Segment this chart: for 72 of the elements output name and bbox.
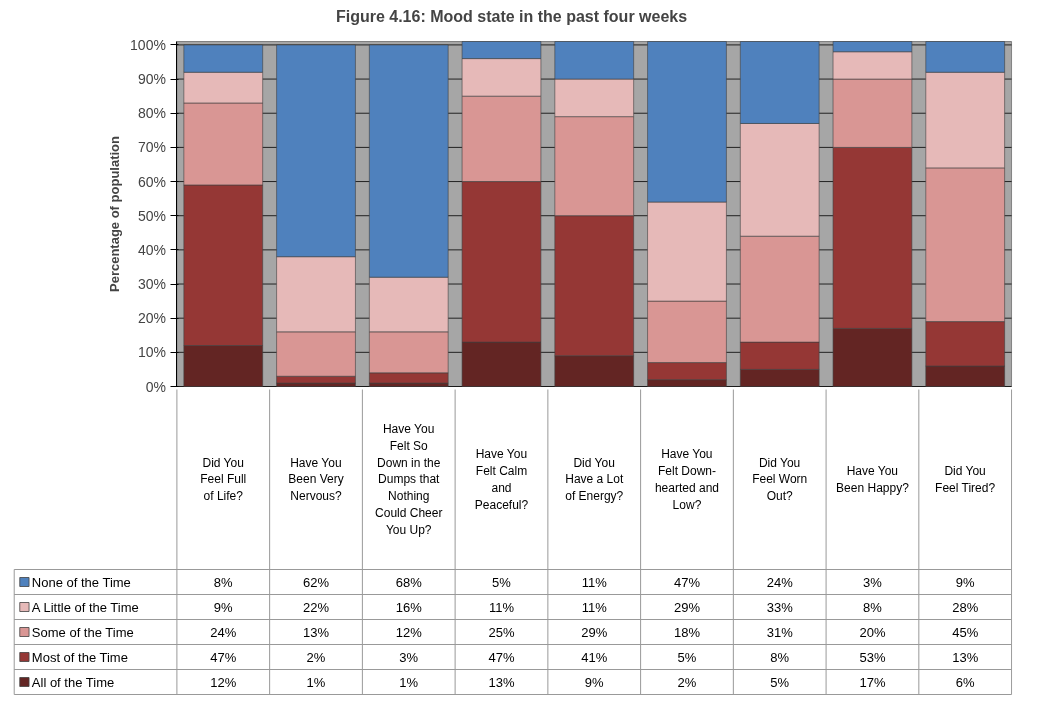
legend-label: All of the Time	[31, 674, 115, 690]
data-label: 53%	[859, 649, 886, 665]
data-label: 8%	[770, 649, 790, 665]
x-tick-label: Have You Felt So Down in the Dumps that Nothing Could Cheer You Up?	[375, 422, 443, 537]
data-label: 47%	[673, 574, 701, 590]
y-tick-label: 60%	[137, 173, 166, 190]
data-label: 31%	[766, 624, 794, 640]
data-label: 9%	[584, 674, 605, 690]
data-label: 11%	[581, 574, 608, 590]
data-label: 9%	[213, 599, 234, 615]
y-axis-title: Percentage of population	[106, 135, 122, 293]
y-tick-label: 50%	[137, 207, 166, 224]
data-label: 24%	[210, 624, 237, 640]
data-label: 33%	[766, 599, 794, 615]
data-label: 2%	[306, 649, 326, 665]
data-label: 28%	[952, 599, 979, 615]
y-tick-label: 40%	[137, 241, 166, 258]
data-label: 11%	[581, 599, 608, 615]
data-label: 13%	[952, 649, 979, 665]
y-tick-label: 10%	[137, 344, 166, 361]
y-tick-label: 80%	[137, 105, 166, 122]
y-tick-label: 30%	[137, 276, 166, 293]
data-label: 2%	[677, 674, 697, 690]
data-label: 18%	[673, 624, 701, 640]
y-tick-label: 20%	[137, 310, 166, 327]
data-label: 11%	[488, 599, 515, 615]
data-label: 13%	[303, 624, 330, 640]
data-label: 24%	[766, 574, 794, 590]
x-tick-label: Did You Feel Full of Life?	[200, 455, 247, 504]
data-label: 16%	[395, 599, 423, 615]
x-tick-label: Did You Feel Tired?	[935, 464, 996, 495]
data-label: 25%	[488, 624, 515, 640]
data-label: 62%	[303, 574, 330, 590]
data-label: 29%	[581, 624, 608, 640]
legend-label: Some of the Time	[31, 624, 134, 640]
x-tick-label: Have You Felt Calm and Peaceful?	[474, 447, 529, 512]
data-label: 20%	[859, 624, 886, 640]
data-label: 5%	[492, 574, 512, 590]
data-label: 45%	[952, 624, 979, 640]
legend-label: A Little of the Time	[31, 599, 139, 615]
data-label: 13%	[488, 674, 515, 690]
data-label: 12%	[210, 674, 237, 690]
data-label: 41%	[581, 649, 608, 665]
data-label: 68%	[395, 574, 423, 590]
x-tick-label: Have You Been Very Nervous?	[288, 455, 344, 504]
y-tick-label: 0%	[145, 378, 166, 395]
x-tick-label: Did You Have a Lot of Energy?	[565, 455, 624, 504]
x-tick-label: Have You Been Happy?	[836, 464, 910, 495]
y-tick-label: 70%	[137, 139, 166, 156]
data-label: 1%	[399, 674, 419, 690]
data-label: 1%	[306, 674, 326, 690]
data-label: 12%	[395, 624, 423, 640]
data-label: 8%	[863, 599, 883, 615]
x-tick-label: Did You Feel Worn Out?	[752, 455, 808, 504]
data-label: 5%	[770, 674, 790, 690]
data-label: 8%	[213, 574, 234, 590]
data-label: 6%	[955, 674, 976, 690]
x-tick-label: Have You Felt Down-hearted and Low?	[654, 447, 720, 512]
data-label: 29%	[673, 599, 701, 615]
data-label: 3%	[863, 574, 883, 590]
y-tick-label: 90%	[137, 71, 166, 88]
data-label: 17%	[859, 674, 886, 690]
legend-label: Most of the Time	[31, 649, 128, 665]
chart-title: Figure 4.16: Mood state in the past four weeks	[335, 7, 688, 25]
data-label: 9%	[955, 574, 976, 590]
data-label: 5%	[677, 649, 697, 665]
data-label: 22%	[303, 599, 330, 615]
data-label: 3%	[399, 649, 419, 665]
y-tick-label: 100%	[130, 36, 166, 53]
data-label: 47%	[210, 649, 237, 665]
data-label: 47%	[488, 649, 515, 665]
legend-label: None of the Time	[31, 574, 131, 590]
